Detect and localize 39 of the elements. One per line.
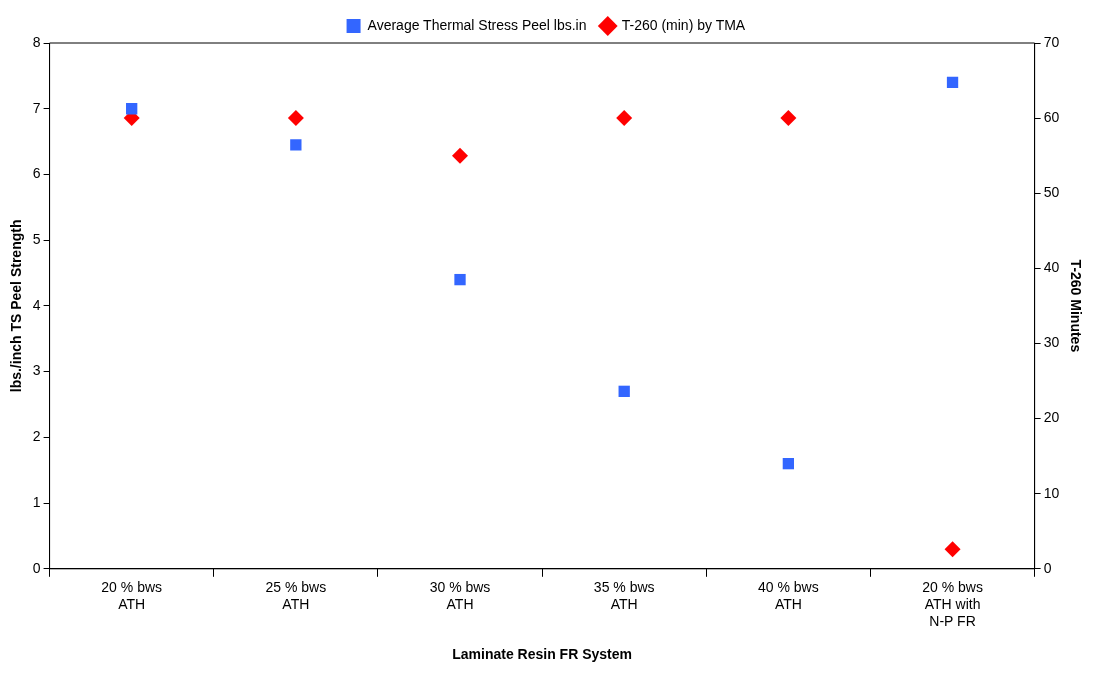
y2-tick-label: 60 [1043,108,1060,125]
y-axis-title: lbs./inch TS Peel Strength [8,219,25,393]
y2-tick-label: 0 [1043,559,1052,576]
legend-label: T-260 (min) by TMA [621,16,746,33]
point [454,273,466,286]
point [780,110,797,127]
y-tick-label: 1 [32,493,41,510]
y-tick-label: 4 [32,296,41,313]
point [946,76,959,89]
y2-tick-label: 30 [1043,334,1060,351]
y2-tick-label: 20 [1043,409,1060,426]
y-tick-label: 3 [32,362,41,379]
point [616,110,633,127]
x-tick-label: 35 % bws ATH [593,579,655,612]
y2-tick-label: 70 [1043,33,1060,50]
y-tick-label: 6 [32,165,41,182]
point [452,147,469,164]
point [287,110,304,127]
y-tick-label: 5 [32,231,41,248]
y2-tick-label: 40 [1043,259,1060,276]
x-axis-title: Laminate Resin FR System [452,646,632,663]
x-tick-label: 30 % bws ATH [429,579,491,612]
x-tick-label: 25 % bws ATH [265,579,327,612]
point [618,385,630,397]
y-tick-label: 2 [32,428,41,445]
legend-label: Average Thermal Stress Peel lbs.in [367,16,587,33]
y2-tick-label: 50 [1043,184,1060,201]
x-tick-label: 40 % bws ATH [758,579,819,612]
point [782,457,795,470]
y-tick-label: 7 [32,99,41,116]
x-tick-label: 20 % bws ATH [101,579,163,612]
y2-tick-label: 10 [1043,484,1060,501]
point [126,103,138,115]
point [944,541,961,558]
y-tick-label: 0 [32,559,41,576]
y2-axis-title: T-260 Minutes [1067,259,1084,353]
x-tick-label: 20 % bws ATH with N-P FR [922,579,983,629]
y-tick-label: 8 [32,33,41,50]
point [290,139,302,151]
